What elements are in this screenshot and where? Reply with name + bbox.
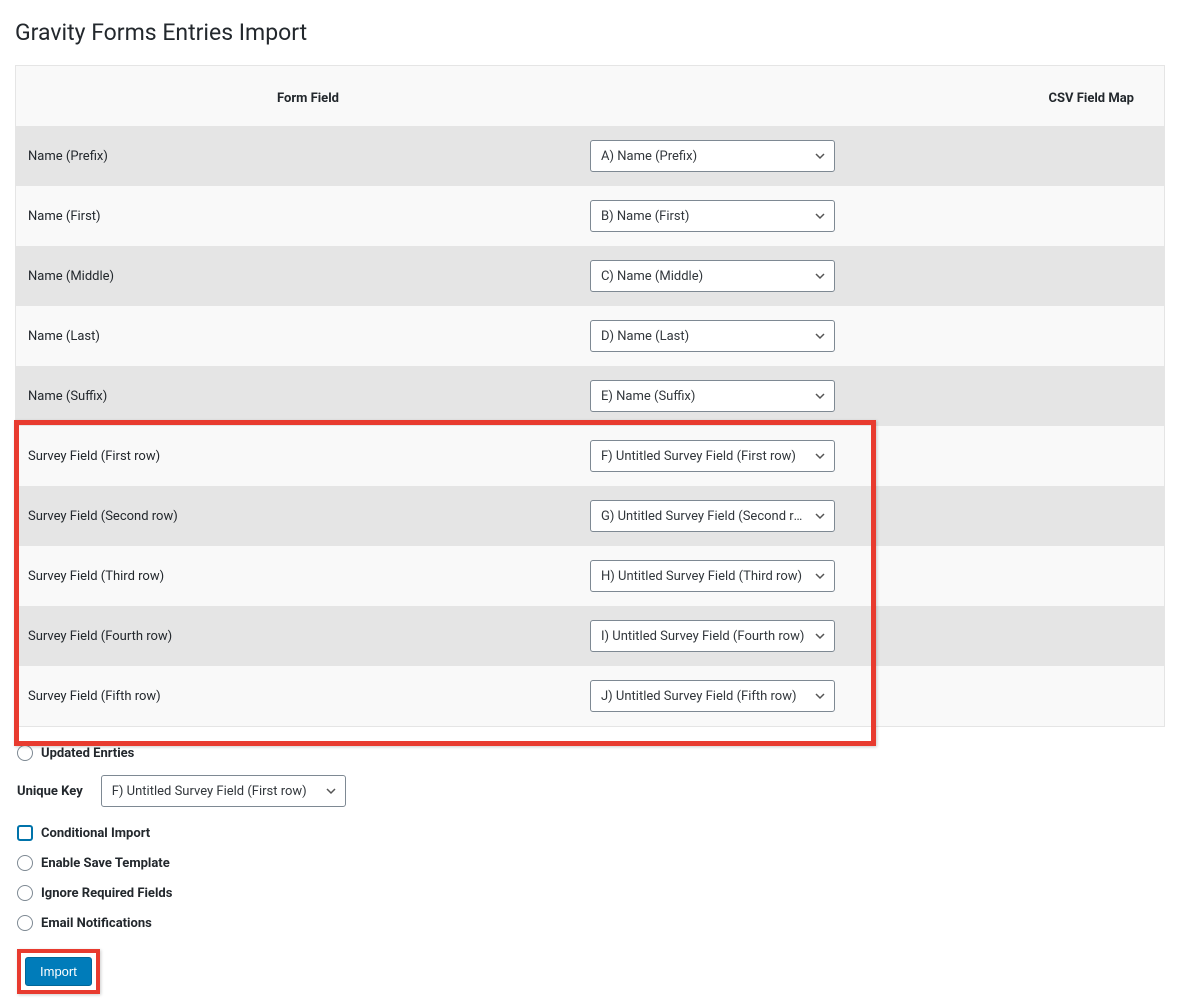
csv-select-wrap: B) Name (First) xyxy=(590,200,840,232)
mapping-row: Name (Middle) C) Name (Middle) xyxy=(16,246,1164,306)
mapping-row: Name (Prefix) A) Name (Prefix) xyxy=(16,126,1164,186)
mapping-row: Survey Field (Third row) H) Untitled Surv… xyxy=(16,546,1164,606)
form-field-label: Name (Prefix) xyxy=(28,149,590,164)
csv-field-select[interactable]: B) Name (First) xyxy=(590,200,835,232)
header-form-field: Form Field xyxy=(26,91,590,106)
csv-field-select-value: I) Untitled Survey Field (Fourth row) xyxy=(601,629,806,644)
csv-select-wrap: I) Untitled Survey Field (Fourth row) xyxy=(590,620,840,652)
unique-key-select[interactable]: F) Untitled Survey Field (First row) xyxy=(101,775,346,807)
mapping-row: Survey Field (Fourth row) I) Untitled Sur… xyxy=(16,606,1164,666)
csv-field-select[interactable]: D) Name (Last) xyxy=(590,320,835,352)
email-notifications-checkbox[interactable] xyxy=(17,915,33,931)
chevron-down-icon xyxy=(814,450,826,462)
csv-field-select[interactable]: F) Untitled Survey Field (First row) xyxy=(590,440,835,472)
enable-save-template-label: Enable Save Template xyxy=(41,856,170,871)
form-field-label: Name (Suffix) xyxy=(28,389,590,404)
csv-field-select-value: H) Untitled Survey Field (Third row) xyxy=(601,569,806,584)
updated-entries-option: Updated Enrties xyxy=(17,745,1163,761)
chevron-down-icon xyxy=(814,570,826,582)
chevron-down-icon xyxy=(814,630,826,642)
chevron-down-icon xyxy=(814,390,826,402)
csv-select-wrap: A) Name (Prefix) xyxy=(590,140,840,172)
ignore-required-fields-label: Ignore Required Fields xyxy=(41,886,172,901)
csv-select-wrap: D) Name (Last) xyxy=(590,320,840,352)
chevron-down-icon xyxy=(814,210,826,222)
csv-field-select-value: G) Untitled Survey Field (Second row) xyxy=(601,509,806,524)
csv-field-select-value: D) Name (Last) xyxy=(601,329,806,344)
mapping-row: Name (First) B) Name (First) xyxy=(16,186,1164,246)
mapping-row: Survey Field (First row) F) Untitled Surv… xyxy=(16,426,1164,486)
unique-key-row: Unique Key F) Untitled Survey Field (Fir… xyxy=(17,775,1163,807)
enable-save-template-checkbox[interactable] xyxy=(17,855,33,871)
mapping-row: Survey Field (Second row) G) Untitled Sur… xyxy=(16,486,1164,546)
mapping-header-row: Form Field CSV Field Map xyxy=(16,66,1164,126)
form-field-label: Name (Last) xyxy=(28,329,590,344)
csv-select-wrap: F) Untitled Survey Field (First row) xyxy=(590,440,840,472)
csv-field-select[interactable]: E) Name (Suffix) xyxy=(590,380,835,412)
chevron-down-icon xyxy=(325,785,337,797)
form-field-label: Survey Field (Fourth row) xyxy=(28,629,590,644)
form-field-label: Survey Field (Second row) xyxy=(28,509,590,524)
csv-field-select-value: F) Untitled Survey Field (First row) xyxy=(601,449,806,464)
chevron-down-icon xyxy=(814,510,826,522)
csv-field-select[interactable]: G) Untitled Survey Field (Second row) xyxy=(590,500,835,532)
csv-select-wrap: G) Untitled Survey Field (Second row) xyxy=(590,500,840,532)
chevron-down-icon xyxy=(814,270,826,282)
csv-field-select-value: C) Name (Middle) xyxy=(601,269,806,284)
csv-field-select-value: E) Name (Suffix) xyxy=(601,389,806,404)
csv-select-wrap: J) Untitled Survey Field (Fifth row) xyxy=(590,680,840,712)
conditional-import-checkbox[interactable] xyxy=(17,825,33,841)
ignore-required-fields-option: Ignore Required Fields xyxy=(17,885,1163,901)
mapping-row: Survey Field (Fifth row) J) Untitled Surv… xyxy=(16,666,1164,726)
chevron-down-icon xyxy=(814,330,826,342)
mapping-rows-container: Name (Prefix) A) Name (Prefix) Name (First… xyxy=(16,126,1164,726)
csv-select-wrap: C) Name (Middle) xyxy=(590,260,840,292)
csv-field-select[interactable]: I) Untitled Survey Field (Fourth row) xyxy=(590,620,835,652)
header-csv-map: CSV Field Map xyxy=(590,91,1154,106)
conditional-import-label: Conditional Import xyxy=(41,826,150,841)
csv-field-select[interactable]: A) Name (Prefix) xyxy=(590,140,835,172)
mapping-panel: Form Field CSV Field Map Name (Prefix) A)… xyxy=(15,65,1165,727)
form-field-label: Survey Field (Third row) xyxy=(28,569,590,584)
import-button-highlight-wrap: Import xyxy=(17,949,100,994)
unique-key-select-value: F) Untitled Survey Field (First row) xyxy=(112,784,317,799)
updated-entries-label: Updated Enrties xyxy=(41,746,134,761)
page-title: Gravity Forms Entries Import xyxy=(15,10,1165,50)
form-field-label: Survey Field (First row) xyxy=(28,449,590,464)
csv-field-select[interactable]: C) Name (Middle) xyxy=(590,260,835,292)
csv-select-wrap: E) Name (Suffix) xyxy=(590,380,840,412)
csv-field-select-value: B) Name (First) xyxy=(601,209,806,224)
chevron-down-icon xyxy=(814,150,826,162)
form-field-label: Name (First) xyxy=(28,209,590,224)
email-notifications-label: Email Notifications xyxy=(41,916,152,931)
chevron-down-icon xyxy=(814,690,826,702)
unique-key-label: Unique Key xyxy=(17,784,83,799)
csv-field-select[interactable]: J) Untitled Survey Field (Fifth row) xyxy=(590,680,835,712)
csv-select-wrap: H) Untitled Survey Field (Third row) xyxy=(590,560,840,592)
csv-field-select-value: A) Name (Prefix) xyxy=(601,149,806,164)
email-notifications-option: Email Notifications xyxy=(17,915,1163,931)
form-field-label: Survey Field (Fifth row) xyxy=(28,689,590,704)
updated-entries-checkbox[interactable] xyxy=(17,745,33,761)
conditional-import-option: Conditional Import xyxy=(17,825,1163,841)
import-button[interactable]: Import xyxy=(25,957,92,986)
csv-field-select[interactable]: H) Untitled Survey Field (Third row) xyxy=(590,560,835,592)
enable-save-template-option: Enable Save Template xyxy=(17,855,1163,871)
mapping-row: Name (Suffix) E) Name (Suffix) xyxy=(16,366,1164,426)
csv-field-select-value: J) Untitled Survey Field (Fifth row) xyxy=(601,689,806,704)
mapping-row: Name (Last) D) Name (Last) xyxy=(16,306,1164,366)
options-block: Updated Enrties Unique Key F) Untitled S… xyxy=(15,745,1165,994)
form-field-label: Name (Middle) xyxy=(28,269,590,284)
ignore-required-fields-checkbox[interactable] xyxy=(17,885,33,901)
